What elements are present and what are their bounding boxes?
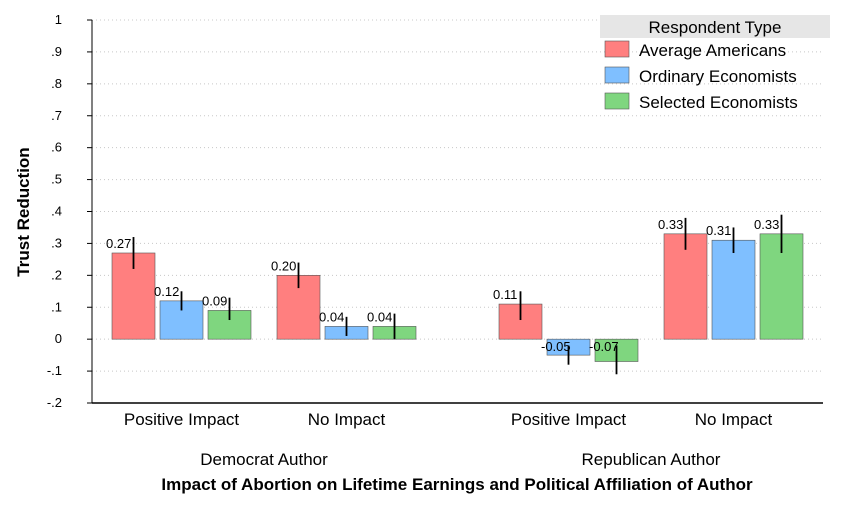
y-tick-label: -.1: [47, 363, 62, 378]
y-tick-label: .5: [51, 172, 62, 187]
value-label: 0.33: [754, 217, 779, 232]
y-tick-label: .8: [51, 76, 62, 91]
bar: [711, 239, 756, 340]
legend-swatch: [604, 40, 630, 58]
y-axis-ticks: -.2 -.1 0 .1 .2 .3 .4 .5 .6 .7 .8 .9 1: [47, 12, 92, 410]
value-label: 0.31: [706, 223, 731, 238]
legend-swatch: [604, 92, 630, 110]
legend-title-background: [600, 15, 830, 38]
value-label: -0.07: [589, 339, 619, 354]
value-label: 0.04: [319, 309, 344, 324]
value-label: 0.04: [367, 309, 392, 324]
value-label: 0.11: [493, 287, 517, 302]
y-tick-label: .3: [51, 235, 62, 250]
group-label: Republican Author: [582, 450, 721, 469]
error-bars: [132, 214, 783, 375]
legend-label: Average Americans: [639, 41, 786, 60]
value-label: 0.12: [154, 284, 179, 299]
category-label: Positive Impact: [124, 410, 240, 429]
legend-label: Selected Economists: [639, 93, 798, 112]
value-label: 0.27: [106, 236, 131, 251]
y-tick-label: .7: [51, 108, 62, 123]
y-axis-title: Trust Reduction: [14, 147, 33, 276]
x-axis-title: Impact of Abortion on Lifetime Earnings …: [161, 475, 753, 494]
category-label: No Impact: [308, 410, 386, 429]
legend: Respondent Type Average Americans Ordinar…: [600, 15, 830, 112]
y-tick-label: 0: [55, 331, 62, 346]
legend-title: Respondent Type: [649, 18, 782, 37]
y-tick-label: .2: [51, 267, 62, 282]
value-labels: 0.27 0.20 0.11 0.33 0.12 0.04 -0.05 0.31 0.09 0.0…: [106, 217, 779, 354]
y-tick-label: 1: [55, 12, 62, 27]
group-labels: Democrat Author Republican Author: [200, 450, 721, 469]
y-tick-label: .9: [51, 44, 62, 59]
legend-label: Ordinary Economists: [639, 67, 797, 86]
legend-swatch: [604, 66, 630, 84]
value-label: 0.20: [271, 258, 296, 273]
group-label: Democrat Author: [200, 450, 328, 469]
value-label: 0.33: [658, 217, 683, 232]
y-tick-label: .6: [51, 140, 62, 155]
category-label: Positive Impact: [511, 410, 627, 429]
y-tick-label: -.2: [47, 395, 62, 410]
value-label: 0.09: [202, 293, 227, 308]
value-label: -0.05: [541, 339, 571, 354]
bar: [663, 233, 708, 340]
axes: [91, 20, 823, 404]
y-tick-label: .1: [51, 299, 62, 314]
category-label: No Impact: [695, 410, 773, 429]
y-tick-label: .4: [51, 204, 62, 219]
category-labels: Positive Impact No Impact Positive Impact N…: [124, 410, 773, 429]
